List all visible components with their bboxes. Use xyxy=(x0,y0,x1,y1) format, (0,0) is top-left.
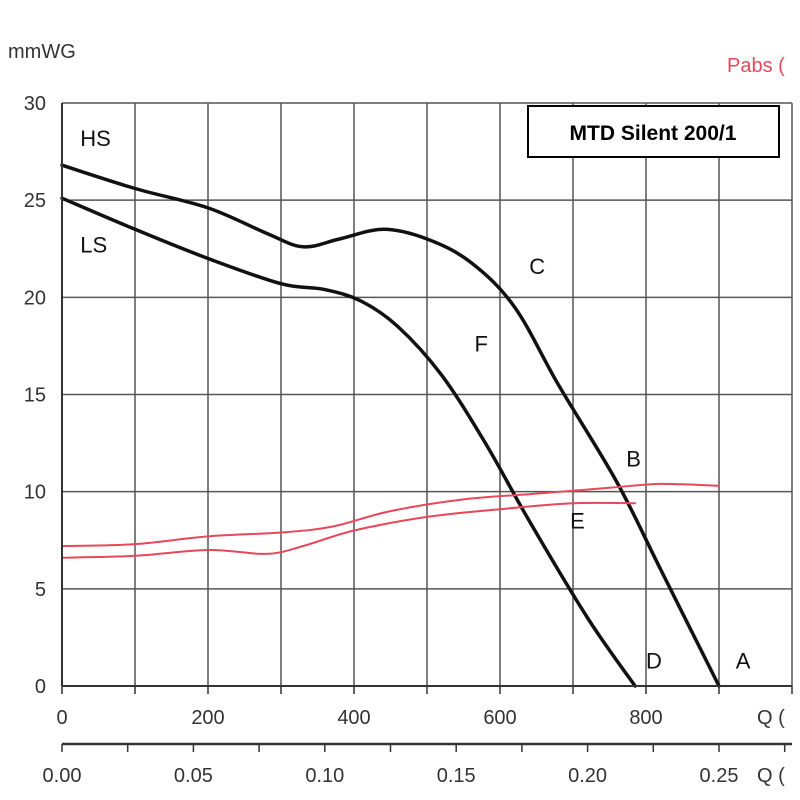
y-tick-label: 20 xyxy=(24,287,46,309)
x2-tick-label: 0.05 xyxy=(174,765,213,787)
x2-tick-label: 0.15 xyxy=(437,765,476,787)
curve-label-hs: HS xyxy=(80,126,111,151)
series-layer xyxy=(60,163,721,688)
x-tick-label: 0 xyxy=(56,707,67,729)
absorbed-power-curve-2 xyxy=(61,482,720,548)
curve-label-c: C xyxy=(529,254,545,279)
x-tick-label: 800 xyxy=(629,707,662,729)
curve-label-a: A xyxy=(736,649,751,674)
secondary-axis-title: Pabs ( xyxy=(727,55,785,77)
model-label-box: MTD Silent 200/1 xyxy=(527,105,780,158)
y-tick-label: 0 xyxy=(35,676,46,698)
x-tick-label: 400 xyxy=(337,707,370,729)
curve-label-d: D xyxy=(646,649,662,674)
y-tick-label: 25 xyxy=(24,190,46,212)
x2-tick-label: 0.10 xyxy=(305,765,344,787)
x2-tick-label: 0.00 xyxy=(43,765,82,787)
x-tick-label: 600 xyxy=(483,707,516,729)
absorbed-power-curve-3 xyxy=(61,501,637,559)
y-tick-label: 15 xyxy=(24,385,46,407)
pressure-curve-hs xyxy=(60,163,721,688)
tick-labels: 0 5 10 15 20 25 30 0 200 400 600 800 0.00 0.05 0.10 0.1… xyxy=(24,93,739,787)
curve-labels: HS LS C F B E D A xyxy=(80,126,751,674)
y-axis-title: mmWG xyxy=(8,41,76,63)
y-tick-label: 30 xyxy=(24,93,46,115)
curve-label-ls: LS xyxy=(80,233,107,258)
curve-label-e: E xyxy=(570,509,585,534)
curve-label-f: F xyxy=(474,332,487,357)
y-tick-label: 10 xyxy=(24,482,46,504)
y-tick-label: 5 xyxy=(35,579,46,601)
x-tick-label: 200 xyxy=(191,707,224,729)
x2-tick-label: 0.25 xyxy=(700,765,739,787)
x2-axis-title: Q ( xyxy=(757,765,785,787)
curve-label-b: B xyxy=(626,446,641,471)
axes xyxy=(61,103,793,752)
model-label: MTD Silent 200/1 xyxy=(570,122,737,145)
grid xyxy=(61,102,793,687)
pressure-curve-ls xyxy=(60,196,637,688)
model-label-frame xyxy=(527,105,780,158)
x2-tick-label: 0.20 xyxy=(568,765,607,787)
x-axis-title: Q ( xyxy=(757,707,785,729)
